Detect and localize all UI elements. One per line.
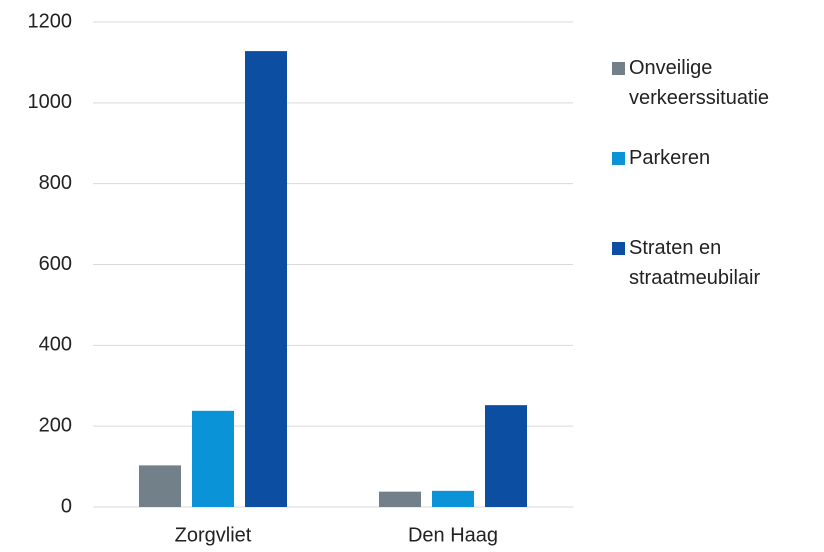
legend-entry: Onveilige verkeerssituatie — [612, 53, 817, 113]
y-tick-label: 1200 — [28, 10, 73, 32]
y-tick-label: 400 — [39, 334, 72, 356]
legend-entry: Straten en straatmeubilair — [612, 233, 817, 293]
legend-swatch — [612, 242, 625, 255]
x-tick-label: Zorgvliet — [175, 524, 252, 546]
x-tick-label: Den Haag — [408, 524, 498, 546]
legend-label: Straten en straatmeubilair — [629, 237, 761, 289]
y-tick-label: 600 — [39, 253, 72, 275]
bar — [485, 405, 527, 507]
bar — [139, 465, 181, 507]
legend-swatch — [612, 152, 625, 165]
legend-label: Parkeren — [629, 147, 711, 169]
bar — [192, 410, 234, 507]
bar — [245, 51, 287, 507]
y-tick-label: 800 — [39, 172, 72, 194]
bar — [432, 490, 474, 507]
y-tick-label: 0 — [61, 495, 72, 517]
y-tick-label: 1000 — [28, 91, 73, 113]
legend-entry: Parkeren — [612, 143, 817, 173]
y-tick-label: 200 — [39, 414, 72, 436]
bar — [379, 491, 421, 507]
legend-swatch — [612, 62, 625, 75]
legend-label: Onveilige verkeerssituatie — [629, 57, 770, 109]
